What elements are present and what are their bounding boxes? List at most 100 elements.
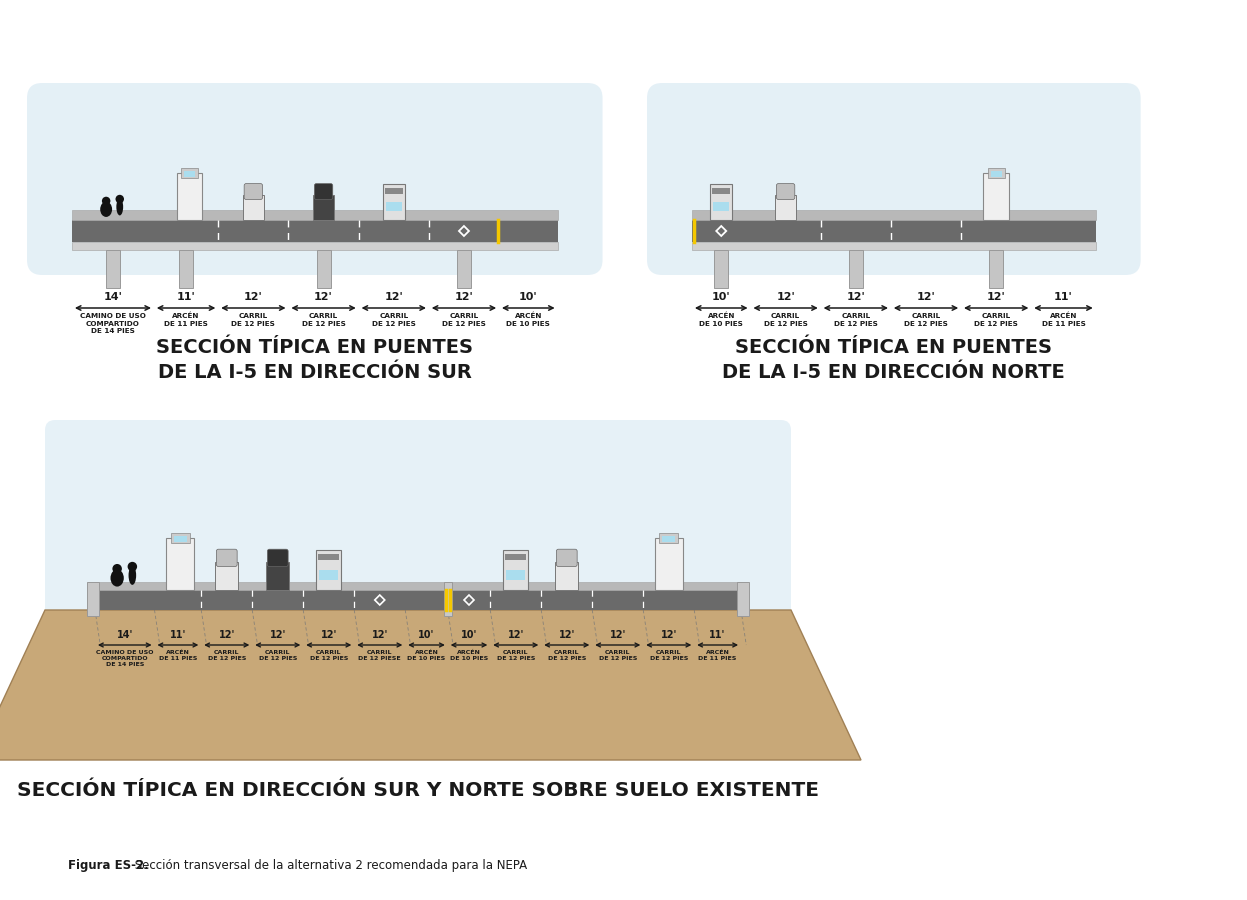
Bar — [95, 590, 741, 610]
Bar — [692, 210, 1096, 220]
Text: 11': 11' — [710, 630, 726, 640]
Text: CARRIL
DE 12 PIES: CARRIL DE 12 PIES — [441, 313, 486, 327]
Text: 12': 12' — [917, 292, 935, 302]
Circle shape — [116, 194, 123, 203]
Text: 10': 10' — [519, 292, 537, 302]
Text: CARRIL
DE 12 PIES: CARRIL DE 12 PIES — [232, 313, 276, 327]
Circle shape — [112, 564, 122, 573]
Bar — [72, 242, 557, 250]
Bar — [504, 550, 527, 590]
Text: 12': 12' — [320, 630, 337, 640]
Bar — [662, 536, 675, 542]
Ellipse shape — [111, 570, 123, 587]
Text: SECCIÓN TÍPICA EN PUENTES
DE LA I-5 EN DIRECCIÓN SUR: SECCIÓN TÍPICA EN PUENTES DE LA I-5 EN D… — [156, 338, 474, 382]
Text: 12': 12' — [384, 292, 403, 302]
Text: 12': 12' — [244, 292, 263, 302]
Bar — [95, 582, 741, 590]
FancyBboxPatch shape — [45, 420, 791, 620]
Bar — [849, 250, 863, 288]
Bar — [776, 194, 796, 220]
Bar — [106, 250, 120, 288]
Bar — [313, 194, 334, 220]
Text: CARRIL
DE 12 PIESE: CARRIL DE 12 PIESE — [358, 650, 402, 661]
Text: CARRIL
DE 12 PIES: CARRIL DE 12 PIES — [547, 650, 586, 661]
Polygon shape — [0, 610, 860, 760]
Text: ARCÉN
DE 11 PIES: ARCÉN DE 11 PIES — [1041, 313, 1085, 327]
FancyBboxPatch shape — [267, 549, 288, 566]
Bar — [319, 570, 338, 580]
Text: 12': 12' — [269, 630, 286, 640]
Bar — [183, 171, 195, 177]
Text: ARCÉN
DE 10 PIES: ARCÉN DE 10 PIES — [408, 650, 445, 661]
Bar — [385, 202, 402, 211]
Bar — [317, 250, 330, 288]
Ellipse shape — [100, 202, 112, 217]
Text: 10': 10' — [712, 292, 731, 302]
Text: Sección transversal de la alternativa 2 recomendada para la NEPA: Sección transversal de la alternativa 2 … — [131, 859, 527, 871]
Circle shape — [127, 562, 137, 572]
Text: ARCÉN
DE 10 PIES: ARCÉN DE 10 PIES — [450, 650, 488, 661]
Bar — [180, 250, 193, 288]
Bar — [988, 168, 1005, 178]
FancyBboxPatch shape — [777, 184, 794, 200]
Bar — [72, 220, 557, 242]
Text: SECCIÓN TÍPICA EN PUENTES
DE LA I-5 EN DIRECCIÓN NORTE: SECCIÓN TÍPICA EN PUENTES DE LA I-5 EN D… — [722, 338, 1065, 382]
Text: 14': 14' — [116, 630, 133, 640]
Text: 12': 12' — [372, 630, 388, 640]
Text: 12': 12' — [610, 630, 626, 640]
Bar — [173, 536, 187, 542]
Text: CARRIL
DE 12 PIES: CARRIL DE 12 PIES — [599, 650, 637, 661]
Text: Figura ES-2.: Figura ES-2. — [69, 859, 148, 871]
Bar — [456, 250, 471, 288]
Text: 10': 10' — [418, 630, 435, 640]
Text: CAMINO DE USO
COMPARTIDO
DE 14 PIES: CAMINO DE USO COMPARTIDO DE 14 PIES — [96, 650, 153, 667]
Text: CARRIL
DE 12 PIES: CARRIL DE 12 PIES — [372, 313, 415, 327]
Bar — [87, 582, 99, 616]
Bar — [984, 173, 1009, 220]
Text: 12': 12' — [661, 630, 677, 640]
Bar — [243, 194, 263, 220]
FancyBboxPatch shape — [314, 184, 333, 200]
Text: CARRIL
DE 12 PIES: CARRIL DE 12 PIES — [207, 650, 246, 661]
Bar — [712, 188, 731, 194]
Bar — [655, 537, 683, 590]
Text: 11': 11' — [1054, 292, 1072, 302]
Text: CARRIL
DE 12 PIES: CARRIL DE 12 PIES — [763, 313, 808, 327]
Circle shape — [102, 197, 111, 205]
Text: CARRIL
DE 12 PIES: CARRIL DE 12 PIES — [496, 650, 535, 661]
Text: 12': 12' — [218, 630, 234, 640]
Bar — [505, 554, 526, 560]
Text: 14': 14' — [104, 292, 122, 302]
Text: 12': 12' — [559, 630, 575, 640]
Text: CARRIL
DE 12 PIES: CARRIL DE 12 PIES — [309, 650, 348, 661]
Bar — [171, 533, 190, 543]
Text: 11': 11' — [177, 292, 196, 302]
Text: ARCÉN
DE 11 PIES: ARCÉN DE 11 PIES — [165, 313, 208, 327]
FancyBboxPatch shape — [244, 184, 263, 200]
Bar — [555, 562, 579, 590]
Bar — [383, 184, 405, 220]
Bar — [990, 171, 1001, 177]
Bar — [181, 168, 198, 178]
Text: 12': 12' — [776, 292, 796, 302]
Bar — [737, 582, 749, 616]
Text: 12': 12' — [455, 292, 474, 302]
Text: CARRIL
DE 12 PIES: CARRIL DE 12 PIES — [258, 650, 297, 661]
Text: SECCIÓN TÍPICA EN DIRECCIÓN SUR Y NORTE SOBRE SUELO EXISTENTE: SECCIÓN TÍPICA EN DIRECCIÓN SUR Y NORTE … — [17, 780, 819, 799]
Bar — [506, 570, 525, 580]
Bar — [713, 202, 729, 211]
Text: CARRIL
DE 12 PIES: CARRIL DE 12 PIES — [834, 313, 878, 327]
Text: 12': 12' — [314, 292, 333, 302]
Text: 12': 12' — [847, 292, 865, 302]
Text: CARRIL
DE 12 PIES: CARRIL DE 12 PIES — [650, 650, 688, 661]
Bar — [692, 242, 1096, 250]
Text: 12': 12' — [508, 630, 524, 640]
Bar — [317, 550, 342, 590]
Bar — [715, 250, 728, 288]
Bar — [72, 210, 557, 220]
FancyBboxPatch shape — [216, 549, 237, 566]
Bar — [660, 533, 678, 543]
Ellipse shape — [128, 566, 136, 585]
Bar — [166, 537, 195, 590]
Bar — [711, 184, 732, 220]
